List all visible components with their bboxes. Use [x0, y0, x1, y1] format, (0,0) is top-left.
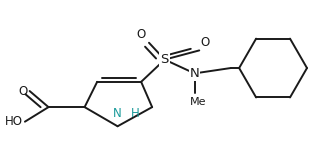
Text: O: O: [201, 36, 210, 49]
Text: N: N: [190, 67, 199, 80]
Text: O: O: [137, 28, 146, 41]
Text: HO: HO: [5, 115, 23, 128]
Text: S: S: [161, 53, 169, 66]
Text: O: O: [19, 85, 28, 98]
Text: H: H: [131, 107, 140, 120]
Text: N: N: [113, 107, 122, 120]
Text: Me: Me: [190, 97, 206, 107]
